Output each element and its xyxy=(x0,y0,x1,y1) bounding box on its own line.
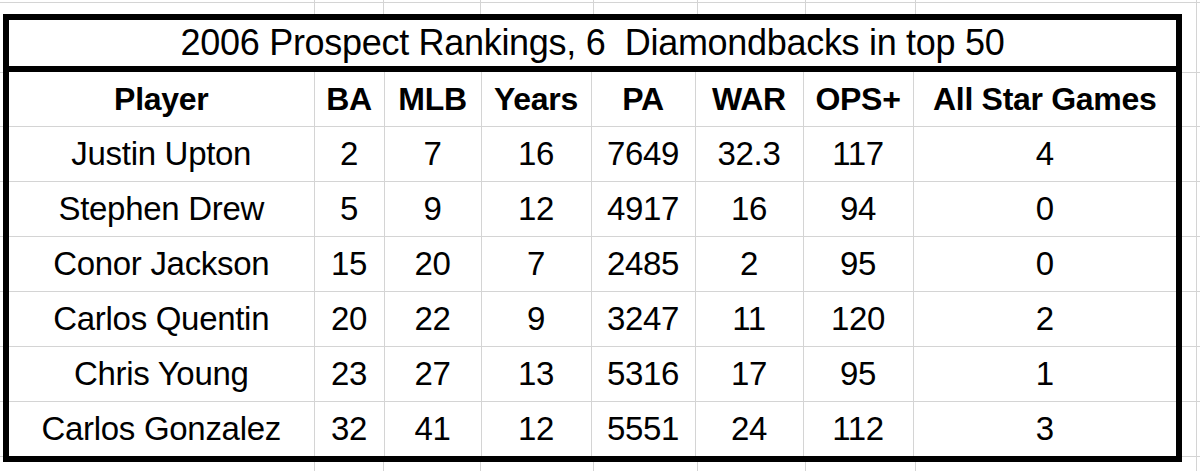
years-cell[interactable]: 9 xyxy=(481,292,591,347)
mlb-rank-cell[interactable]: 9 xyxy=(384,182,481,237)
header-row: Player BA MLB Years PA WAR OPS+ All Star… xyxy=(6,69,1179,127)
col-header-ba[interactable]: BA xyxy=(314,69,384,127)
pa-cell[interactable]: 4917 xyxy=(591,182,695,237)
ops-plus-cell[interactable]: 117 xyxy=(803,127,913,182)
pa-cell[interactable]: 3247 xyxy=(591,292,695,347)
pa-cell[interactable]: 5316 xyxy=(591,347,695,402)
ba-rank-cell[interactable]: 32 xyxy=(314,402,384,460)
title-row: 2006 Prospect Rankings, 6 Diamondbacks i… xyxy=(6,17,1179,69)
ops-plus-cell[interactable]: 112 xyxy=(803,402,913,460)
ba-rank-cell[interactable]: 20 xyxy=(314,292,384,347)
pa-cell[interactable]: 5551 xyxy=(591,402,695,460)
gridline-horizontal xyxy=(0,2,1200,3)
years-cell[interactable]: 16 xyxy=(481,127,591,182)
ops-plus-cell[interactable]: 95 xyxy=(803,237,913,292)
ba-rank-cell[interactable]: 23 xyxy=(314,347,384,402)
mlb-rank-cell[interactable]: 22 xyxy=(384,292,481,347)
ops-plus-cell[interactable]: 94 xyxy=(803,182,913,237)
prospect-table: 2006 Prospect Rankings, 6 Diamondbacks i… xyxy=(3,14,1182,462)
ba-rank-cell[interactable]: 5 xyxy=(314,182,384,237)
mlb-rank-cell[interactable]: 7 xyxy=(384,127,481,182)
war-cell[interactable]: 17 xyxy=(695,347,803,402)
table-row: Stephen Drew 5 9 12 4917 16 94 0 xyxy=(6,182,1179,237)
col-header-mlb[interactable]: MLB xyxy=(384,69,481,127)
years-cell[interactable]: 12 xyxy=(481,182,591,237)
all-star-games-cell[interactable]: 4 xyxy=(913,127,1179,182)
pa-cell[interactable]: 7649 xyxy=(591,127,695,182)
col-header-player[interactable]: Player xyxy=(6,69,314,127)
table-title-cell[interactable]: 2006 Prospect Rankings, 6 Diamondbacks i… xyxy=(6,17,1179,69)
col-header-years[interactable]: Years xyxy=(481,69,591,127)
ba-rank-cell[interactable]: 15 xyxy=(314,237,384,292)
col-header-ops-plus[interactable]: OPS+ xyxy=(803,69,913,127)
table-row: Justin Upton 2 7 16 7649 32.3 117 4 xyxy=(6,127,1179,182)
ops-plus-cell[interactable]: 95 xyxy=(803,347,913,402)
mlb-rank-cell[interactable]: 20 xyxy=(384,237,481,292)
mlb-rank-cell[interactable]: 27 xyxy=(384,347,481,402)
all-star-games-cell[interactable]: 0 xyxy=(913,182,1179,237)
table-row: Carlos Quentin 20 22 9 3247 11 120 2 xyxy=(6,292,1179,347)
all-star-games-cell[interactable]: 0 xyxy=(913,237,1179,292)
all-star-games-cell[interactable]: 2 xyxy=(913,292,1179,347)
col-header-war[interactable]: WAR xyxy=(695,69,803,127)
ba-rank-cell[interactable]: 2 xyxy=(314,127,384,182)
player-name-cell[interactable]: Carlos Quentin xyxy=(6,292,314,347)
years-cell[interactable]: 12 xyxy=(481,402,591,460)
war-cell[interactable]: 16 xyxy=(695,182,803,237)
table-row: Chris Young 23 27 13 5316 17 95 1 xyxy=(6,347,1179,402)
spreadsheet-canvas: 2006 Prospect Rankings, 6 Diamondbacks i… xyxy=(0,0,1200,471)
table-row: Carlos Gonzalez 32 41 12 5551 24 112 3 xyxy=(6,402,1179,460)
col-header-pa[interactable]: PA xyxy=(591,69,695,127)
years-cell[interactable]: 7 xyxy=(481,237,591,292)
war-cell[interactable]: 2 xyxy=(695,237,803,292)
player-name-cell[interactable]: Stephen Drew xyxy=(6,182,314,237)
player-name-cell[interactable]: Chris Young xyxy=(6,347,314,402)
pa-cell[interactable]: 2485 xyxy=(591,237,695,292)
table-row: Conor Jackson 15 20 7 2485 2 95 0 xyxy=(6,237,1179,292)
war-cell[interactable]: 11 xyxy=(695,292,803,347)
all-star-games-cell[interactable]: 3 xyxy=(913,402,1179,460)
player-name-cell[interactable]: Carlos Gonzalez xyxy=(6,402,314,460)
player-name-cell[interactable]: Justin Upton xyxy=(6,127,314,182)
ops-plus-cell[interactable]: 120 xyxy=(803,292,913,347)
war-cell[interactable]: 32.3 xyxy=(695,127,803,182)
years-cell[interactable]: 13 xyxy=(481,347,591,402)
mlb-rank-cell[interactable]: 41 xyxy=(384,402,481,460)
war-cell[interactable]: 24 xyxy=(695,402,803,460)
all-star-games-cell[interactable]: 1 xyxy=(913,347,1179,402)
player-name-cell[interactable]: Conor Jackson xyxy=(6,237,314,292)
col-header-all-star-games[interactable]: All Star Games xyxy=(913,69,1179,127)
